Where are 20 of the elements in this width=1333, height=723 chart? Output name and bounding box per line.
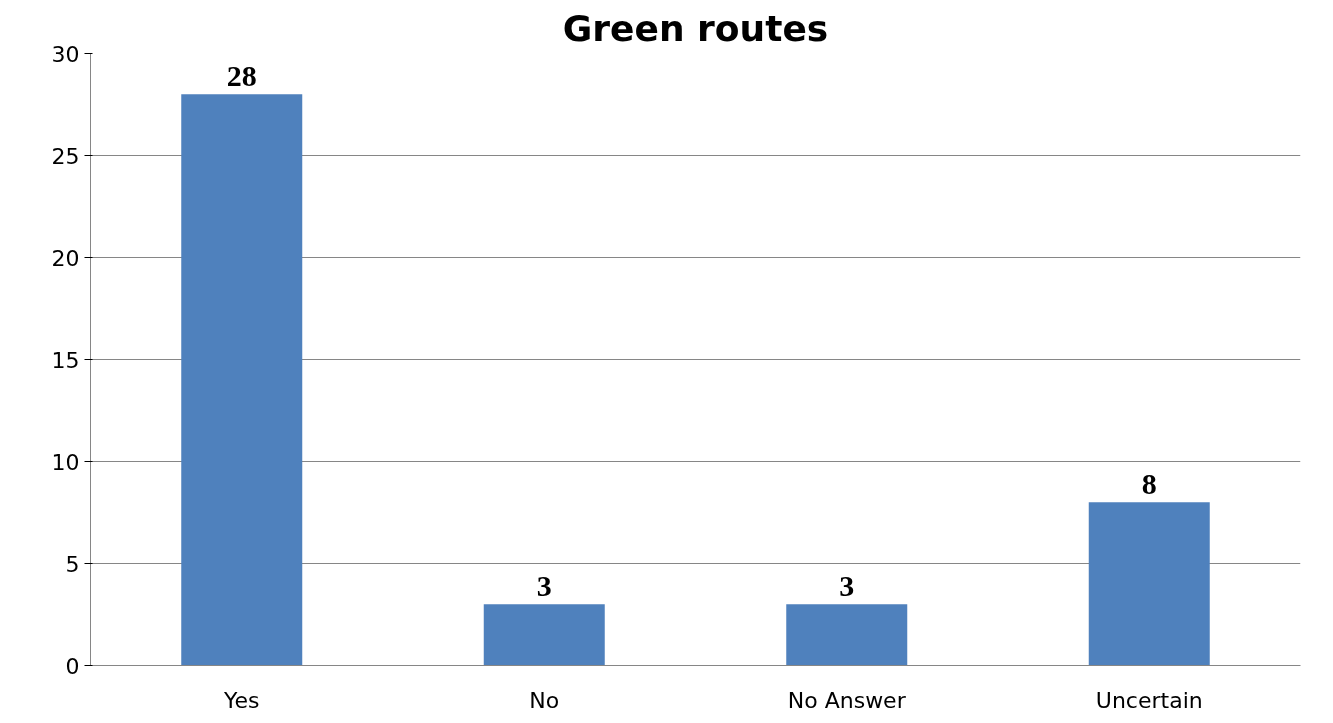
- data-label: 3: [536, 569, 552, 603]
- bar: [181, 94, 303, 666]
- y-tick-label: 5: [65, 551, 80, 577]
- y-tick-label: 30: [51, 41, 80, 67]
- data-label: 28: [226, 59, 257, 93]
- data-label: 3: [839, 569, 855, 603]
- y-tick-label: 15: [51, 347, 80, 373]
- x-tick-label: No: [529, 687, 560, 713]
- data-label: 8: [1141, 467, 1157, 501]
- bar: [1088, 502, 1210, 666]
- y-tick-label: 25: [51, 143, 80, 169]
- x-tick-label: Yes: [222, 687, 260, 713]
- bar: [786, 604, 908, 666]
- y-tick-label: 20: [51, 245, 80, 271]
- y-tick-label: 0: [65, 653, 80, 679]
- y-tick-label: 10: [51, 449, 80, 475]
- chart-title: Green routes: [562, 7, 829, 49]
- x-tick-label: Uncertain: [1095, 687, 1203, 713]
- x-tick-label: No Answer: [787, 687, 907, 713]
- bar: [483, 604, 605, 666]
